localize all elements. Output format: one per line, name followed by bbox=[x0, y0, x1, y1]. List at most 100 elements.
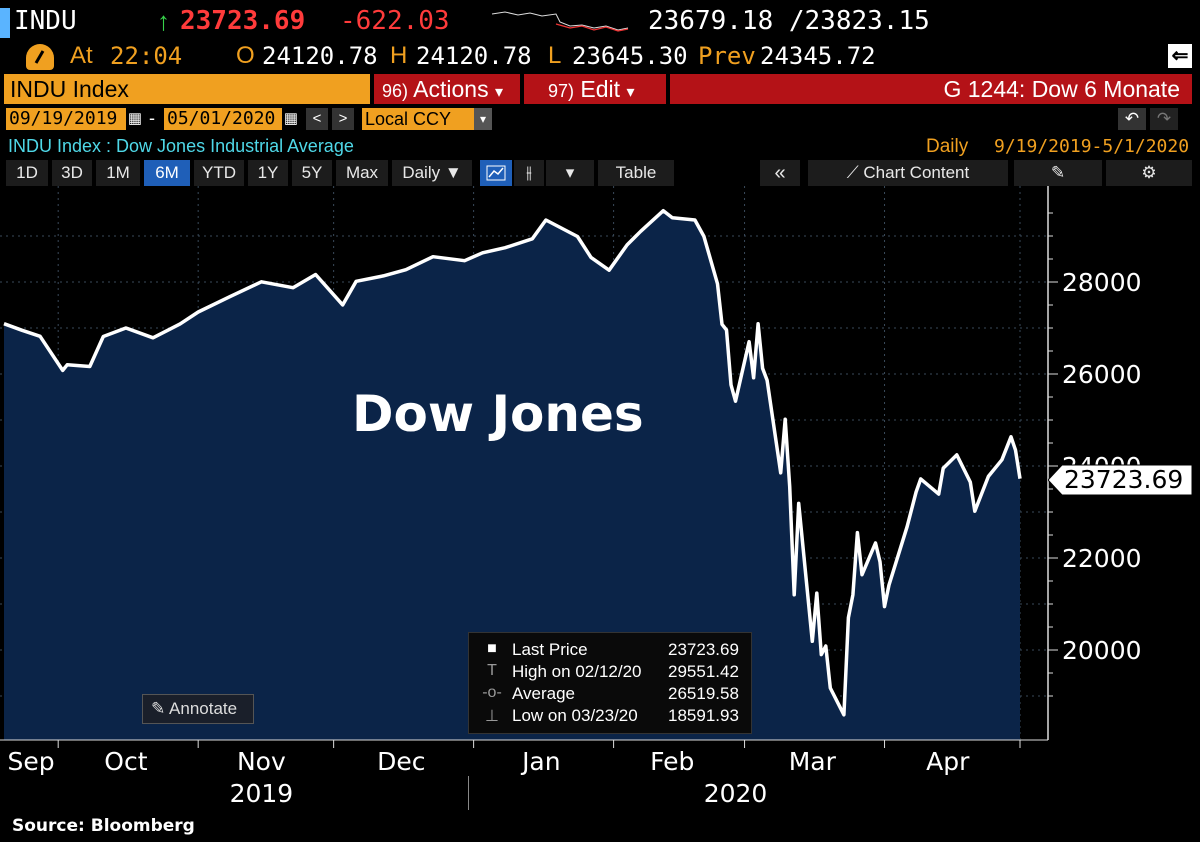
y-axis-tick-label: 28000 bbox=[1062, 268, 1142, 297]
period-button-max[interactable]: Max bbox=[336, 160, 388, 186]
year-divider bbox=[468, 776, 469, 810]
at-label: At bbox=[70, 42, 93, 69]
bar-chart-icon[interactable]: ⫲ bbox=[514, 160, 544, 186]
next-period-button[interactable]: > bbox=[332, 108, 354, 130]
period-label: 9/19/2019-5/1/2020 bbox=[994, 136, 1190, 157]
period-button-5y[interactable]: 5Y bbox=[292, 160, 332, 186]
x-axis-tick-label: Nov bbox=[237, 747, 286, 776]
legend-label: Last Price bbox=[512, 640, 588, 659]
security-field[interactable]: INDU Index bbox=[4, 74, 370, 104]
period-button-6m[interactable]: 6M bbox=[144, 160, 190, 186]
legend-box bbox=[468, 632, 752, 734]
prev-value: 24345.72 bbox=[760, 42, 876, 70]
prev-period-button[interactable]: < bbox=[306, 108, 328, 130]
x-axis-year-label: 2019 bbox=[230, 779, 294, 808]
frequency-dropdown[interactable]: Daily ▼ bbox=[392, 160, 472, 186]
prev-label: Prev bbox=[698, 42, 756, 70]
period-button-1m[interactable]: 1M bbox=[96, 160, 140, 186]
last-price-tag-shape bbox=[1048, 464, 1193, 496]
legend-value: 26519.58 bbox=[668, 684, 739, 703]
x-axis-tick-label: Apr bbox=[926, 747, 970, 776]
period-button-3d[interactable]: 3D bbox=[52, 160, 92, 186]
chevron-down-icon[interactable]: ▾ bbox=[546, 160, 594, 186]
edit-chart-icon[interactable]: ✎ bbox=[1014, 160, 1102, 186]
legend-icon: ■ bbox=[487, 640, 497, 657]
page-title-bar: G 1244: Dow 6 Monate bbox=[670, 74, 1192, 104]
export-icon[interactable]: ⇐ bbox=[1168, 44, 1192, 68]
legend-value: 23723.69 bbox=[668, 640, 739, 659]
bid-ask-range: 23679.18 /23823.15 bbox=[648, 6, 930, 36]
chart-content-icon: ⟋ bbox=[846, 163, 859, 182]
actions-menu-number: 96) bbox=[382, 81, 409, 101]
page-title: G 1244: Dow 6 Monate bbox=[943, 76, 1180, 102]
gear-icon[interactable]: ⚙ bbox=[1106, 160, 1192, 186]
line-chart-icon[interactable] bbox=[480, 160, 512, 186]
end-date-field[interactable]: 05/01/2020 bbox=[164, 108, 282, 130]
annotate-button[interactable]: ✎ Annotate bbox=[142, 694, 254, 724]
annotate-label: Annotate bbox=[169, 699, 238, 718]
net-change: -622.03 bbox=[340, 6, 450, 36]
low-label: L bbox=[548, 42, 562, 69]
legend-label: High on 02/12/20 bbox=[512, 662, 642, 681]
price-area bbox=[4, 210, 1020, 740]
x-axis-tick-label: Dec bbox=[377, 747, 425, 776]
end-calendar-icon[interactable]: ▦ bbox=[282, 108, 300, 130]
y-axis-tick-label: 22000 bbox=[1062, 544, 1142, 573]
chart-content-label: Chart Content bbox=[863, 163, 970, 182]
x-axis-tick-label: Jan bbox=[520, 747, 561, 776]
period-button-1d[interactable]: 1D bbox=[6, 160, 48, 186]
x-axis-year-label: 2020 bbox=[704, 779, 768, 808]
frequency-label: Daily bbox=[926, 136, 969, 157]
period-button-ytd[interactable]: YTD bbox=[194, 160, 244, 186]
x-axis-tick-label: Sep bbox=[8, 747, 55, 776]
currency-select[interactable]: Local CCY bbox=[362, 108, 476, 130]
y-axis: 2800026000240002200020000 bbox=[1047, 186, 1142, 740]
sparkline-icon bbox=[491, 11, 629, 32]
table-button[interactable]: Table bbox=[598, 160, 674, 186]
price-chart: 2800026000240002200020000 SepOctNovDecJa… bbox=[0, 186, 1142, 808]
ticker: INDU bbox=[14, 6, 77, 36]
legend-icon: ⊥ bbox=[485, 708, 499, 725]
y-axis-tick-label: 20000 bbox=[1062, 636, 1142, 665]
start-calendar-icon[interactable]: ▦ bbox=[126, 108, 144, 130]
chevron-down-icon[interactable]: ▾ bbox=[474, 108, 492, 130]
undo-icon[interactable]: ↶ bbox=[1118, 108, 1146, 130]
x-axis-tick-label: Feb bbox=[650, 747, 694, 776]
actions-menu-button[interactable]: 96) Actions ▾ bbox=[374, 74, 520, 104]
x-axis-tick-label: Oct bbox=[104, 747, 147, 776]
gauge-icon bbox=[26, 44, 54, 70]
x-axis-tick-label: Mar bbox=[789, 747, 837, 776]
security-description: INDU Index : Dow Jones Industrial Averag… bbox=[8, 136, 354, 156]
pencil-icon: ✎ bbox=[151, 699, 166, 718]
chart-content-button[interactable]: ⟋ Chart Content bbox=[808, 160, 1008, 186]
period-button-1y[interactable]: 1Y bbox=[248, 160, 288, 186]
chevron-down-icon: ▾ bbox=[494, 84, 503, 101]
legend-icon: T bbox=[487, 662, 497, 679]
chart-title: Dow Jones bbox=[352, 385, 644, 443]
last-price: 23723.69 bbox=[180, 6, 306, 36]
legend-icon: -o- bbox=[482, 684, 502, 701]
edit-menu-label: Edit bbox=[580, 76, 621, 102]
actions-menu-label: Actions bbox=[413, 76, 489, 102]
security-color-tag bbox=[0, 8, 10, 38]
legend-label: Low on 03/23/20 bbox=[512, 706, 638, 725]
start-date-field[interactable]: 09/19/2019 bbox=[6, 108, 126, 130]
open-value: 24120.78 bbox=[262, 42, 378, 70]
quote-time: 22:04 bbox=[110, 42, 183, 70]
currency-select-value: Local CCY bbox=[365, 109, 452, 129]
edit-menu-button[interactable]: 97) Edit ▾ bbox=[524, 74, 666, 104]
legend-value: 18591.93 bbox=[668, 706, 739, 725]
price-line bbox=[3, 208, 1022, 717]
y-axis-tick-label: 26000 bbox=[1062, 360, 1142, 389]
chevron-down-icon: ▾ bbox=[626, 84, 635, 101]
date-dash: - bbox=[149, 108, 155, 128]
low-value: 23645.30 bbox=[572, 42, 688, 70]
high-label: H bbox=[390, 42, 408, 69]
legend-value: 29551.42 bbox=[668, 662, 739, 681]
edit-menu-number: 97) bbox=[548, 81, 575, 101]
security-field-text: INDU Index bbox=[10, 76, 129, 102]
last-price-tag-value: 23723.69 bbox=[1064, 465, 1184, 494]
redo-icon[interactable]: ↷ bbox=[1150, 108, 1178, 130]
collapse-icon[interactable]: « bbox=[760, 160, 800, 186]
open-label: O bbox=[236, 42, 255, 69]
